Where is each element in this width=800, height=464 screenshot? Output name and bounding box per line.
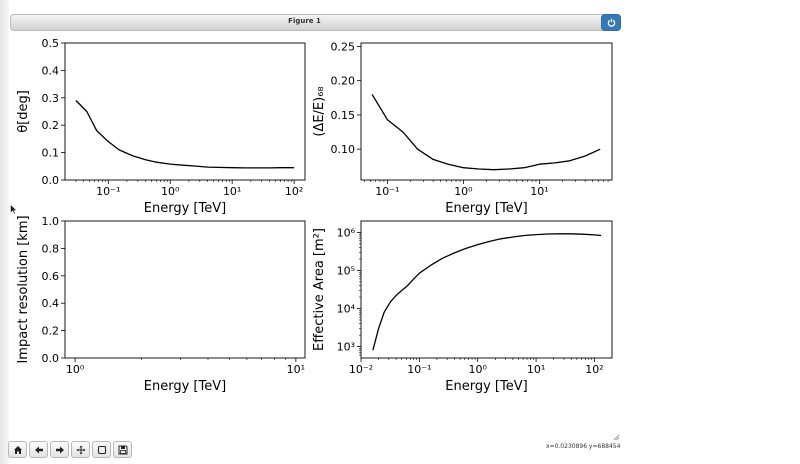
pan-button[interactable] — [71, 441, 90, 458]
y-tick-label: 0.6 — [42, 270, 60, 283]
subplot-2: 10⁻¹ 10⁰ 10¹ 0.10 0.15 0.20 0.25 Energy [TeV] (Δ… — [312, 40, 613, 216]
close-figure-button[interactable] — [601, 14, 621, 31]
window-left-edge — [0, 0, 9, 464]
x-tick-label: 10⁰ — [469, 363, 488, 376]
x-tick-label: 10¹ — [223, 185, 241, 198]
x-tick-label: 10² — [585, 363, 603, 376]
navigation-toolbar — [8, 441, 134, 458]
x-axis-label: Energy [TeV] — [144, 379, 226, 394]
y-tick-label: 0.20 — [331, 75, 356, 88]
cursor-coordinates: x=0.0230896 y=688454 — [546, 443, 621, 450]
home-button[interactable] — [8, 441, 27, 458]
figure-title: Figure 1 — [288, 17, 321, 25]
y-tick-label: 0.3 — [42, 92, 60, 105]
axes-frame — [360, 42, 613, 181]
figure-svg: 10⁻¹ 10⁰ 10¹ 10² 0.0 0.1 0.2 0.3 0.4 0.5 Energy [T… — [16, 37, 613, 394]
save-figure-button[interactable] — [113, 441, 132, 458]
x-tick-label: 10⁻¹ — [96, 185, 120, 198]
y-tick-label: 0.1 — [42, 147, 60, 160]
figure-canvas[interactable]: 10⁻¹ 10⁰ 10¹ 10² 0.0 0.1 0.2 0.3 0.4 0.5 Energy [T… — [10, 32, 621, 436]
x-tick-label: 10¹ — [287, 363, 305, 376]
y-tick-label: 0.10 — [331, 143, 356, 156]
x-tick-label: 10⁻¹ — [375, 185, 399, 198]
y-tick-label: 0.15 — [331, 109, 356, 122]
y-tick-label: 0.0 — [42, 174, 60, 187]
move-icon — [76, 445, 86, 455]
y-tick-label: 0.2 — [42, 325, 60, 338]
x-tick-label: 10⁰ — [454, 185, 473, 198]
axes-frame — [64, 42, 306, 181]
y-tick-label: 10⁵ — [337, 264, 355, 277]
data-series-line — [75, 100, 295, 169]
y-tick-label: 0.0 — [42, 352, 60, 365]
x-tick-label: 10¹ — [527, 363, 545, 376]
data-series-line — [371, 94, 601, 171]
x-tick-label: 10⁻¹ — [407, 363, 431, 376]
y-tick-label: 0.5 — [42, 37, 60, 50]
zoom-rect-icon — [97, 445, 107, 455]
y-axis-label: Impact resolution [km] — [16, 215, 31, 363]
x-axis-label: Energy [TeV] — [445, 379, 527, 394]
y-tick-label: 0.25 — [331, 40, 356, 53]
y-tick-label: 0.4 — [42, 64, 60, 77]
x-axis-label: Energy [TeV] — [445, 201, 527, 216]
subplot-4: 10⁻² 10⁻¹ 10⁰ 10¹ 10² 10³ 10⁴ 10⁵ 10⁶ Energy [TeV… — [312, 220, 613, 394]
figure-titlebar[interactable]: Figure 1 — [10, 14, 621, 31]
resize-grip-icon[interactable] — [612, 433, 620, 441]
y-tick-label: 0.8 — [42, 242, 60, 255]
data-series-line — [372, 233, 602, 351]
forward-button[interactable] — [50, 441, 69, 458]
y-axis-label: θ[deg] — [16, 90, 31, 133]
y-tick-label: 0.2 — [42, 119, 60, 132]
power-icon — [607, 18, 616, 27]
subplot-1: 10⁻¹ 10⁰ 10¹ 10² 0.0 0.1 0.2 0.3 0.4 0.5 Energy [T… — [16, 37, 306, 216]
axes-frame — [64, 220, 306, 359]
y-tick-label: 0.4 — [42, 297, 60, 310]
y-axis-label: (ΔE/E)₆₈ — [312, 86, 327, 136]
mouse-pointer-icon — [10, 204, 18, 215]
save-icon — [118, 445, 128, 455]
x-tick-label: 10⁰ — [161, 185, 180, 198]
y-tick-label: 10⁶ — [337, 226, 356, 239]
y-axis-label: Effective Area [m²] — [312, 228, 327, 351]
arrow-left-icon — [35, 446, 43, 454]
x-tick-label: 10⁻² — [349, 363, 373, 376]
zoom-rect-button[interactable] — [92, 441, 111, 458]
x-axis-label: Energy [TeV] — [144, 201, 226, 216]
x-tick-label: 10⁰ — [66, 363, 85, 376]
axes-frame — [360, 220, 613, 359]
back-button[interactable] — [29, 441, 48, 458]
y-tick-label: 10³ — [337, 341, 355, 354]
x-tick-label: 10¹ — [530, 185, 548, 198]
x-tick-label: 10² — [285, 185, 303, 198]
y-tick-label: 1.0 — [42, 215, 60, 228]
home-icon — [14, 446, 22, 454]
subplot-3: 10⁰ 10¹ 0.0 0.2 0.4 0.6 0.8 1.0 Energy [TeV] Impa… — [16, 215, 306, 394]
arrow-right-icon — [56, 446, 64, 454]
y-tick-label: 10⁴ — [337, 303, 356, 316]
